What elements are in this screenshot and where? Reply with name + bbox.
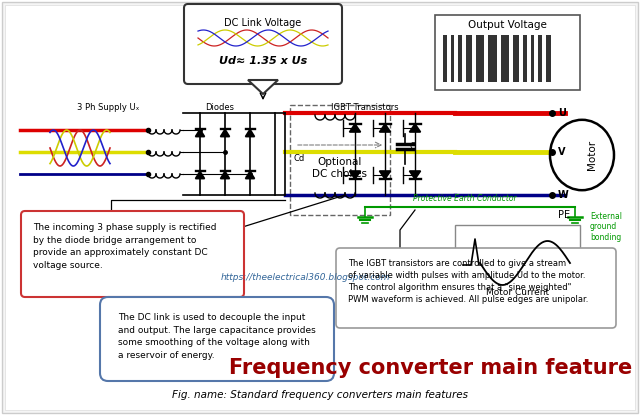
Bar [546, 35, 551, 82]
Text: C: C [409, 142, 415, 151]
Bar [435, 15, 580, 90]
Text: Frequency converter main feature: Frequency converter main feature [228, 358, 632, 378]
Polygon shape [410, 124, 420, 132]
Bar [488, 35, 497, 82]
Text: 3 Ph Supply Uₓ: 3 Ph Supply Uₓ [77, 103, 139, 112]
Text: External
ground
bonding: External ground bonding [590, 212, 622, 242]
Polygon shape [221, 171, 230, 178]
Text: V: V [558, 147, 566, 157]
Polygon shape [195, 129, 205, 137]
FancyBboxPatch shape [336, 248, 616, 328]
Text: IGBT Transistors: IGBT Transistors [331, 103, 399, 112]
Text: Motor Current: Motor Current [486, 288, 549, 297]
Bar [513, 35, 519, 82]
Text: Cd: Cd [293, 154, 304, 163]
Text: W: W [558, 190, 569, 200]
Bar [466, 35, 472, 82]
FancyBboxPatch shape [21, 211, 244, 297]
Bar [523, 35, 527, 82]
Text: Optional
DC chokes: Optional DC chokes [312, 157, 367, 179]
Text: The incoming 3 phase supply is rectified
by the diode bridge arrangement to
prov: The incoming 3 phase supply is rectified… [33, 223, 216, 269]
Text: The DC link is used to decouple the input
and output. The large capacitance prov: The DC link is used to decouple the inpu… [118, 313, 316, 359]
Bar [501, 35, 509, 82]
Bar [458, 35, 462, 82]
Polygon shape [248, 80, 278, 94]
Polygon shape [221, 129, 230, 137]
Text: Output Voltage: Output Voltage [468, 20, 547, 30]
Text: Ud≈ 1.35 x Us: Ud≈ 1.35 x Us [219, 56, 307, 66]
Polygon shape [349, 171, 360, 179]
Polygon shape [410, 171, 420, 179]
Text: Protective Earth Conductor: Protective Earth Conductor [413, 194, 517, 203]
Bar [538, 35, 542, 82]
Bar [451, 35, 454, 82]
Text: Motor: Motor [587, 140, 597, 170]
Text: U: U [558, 108, 566, 118]
Polygon shape [246, 129, 255, 137]
Bar [443, 35, 447, 82]
Text: Diodes: Diodes [205, 103, 234, 112]
Bar [531, 35, 534, 82]
Bar [476, 35, 484, 82]
Text: DC Link Voltage: DC Link Voltage [225, 18, 301, 28]
Text: PE: PE [558, 210, 570, 220]
Bar [290, 105, 390, 215]
Text: The IGBT transistors are controlled to give a stream
of variable width pulses wi: The IGBT transistors are controlled to g… [348, 259, 588, 305]
Polygon shape [380, 124, 390, 132]
FancyBboxPatch shape [184, 4, 342, 84]
Polygon shape [246, 171, 255, 178]
Polygon shape [380, 171, 390, 179]
Bar [455, 225, 580, 305]
Text: https://theelectrical360.blogspot.com: https://theelectrical360.blogspot.com [220, 273, 390, 282]
Text: Fig. name: Standard frequency converters main features: Fig. name: Standard frequency converters… [172, 390, 468, 400]
Polygon shape [349, 124, 360, 132]
FancyBboxPatch shape [100, 297, 334, 381]
Polygon shape [195, 171, 205, 178]
Ellipse shape [550, 120, 614, 190]
